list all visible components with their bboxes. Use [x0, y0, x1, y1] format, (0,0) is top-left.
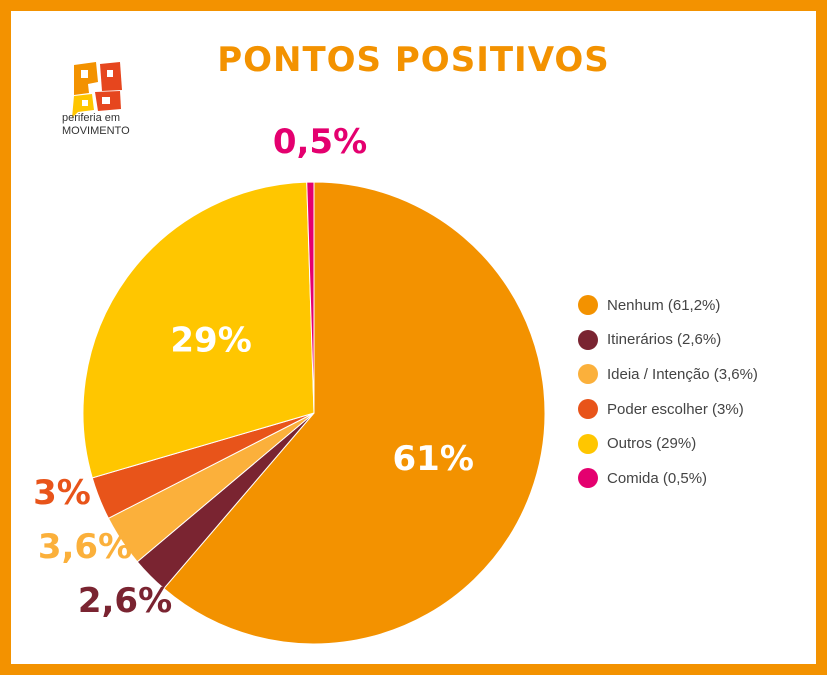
slice-label-1: 2,6% [78, 581, 172, 621]
pie-labels: 61% 2,6% 3,6% 3% 29% 0,5% [33, 122, 474, 621]
slice-label-3: 3% [33, 473, 91, 513]
legend-item-0: Nenhum (61,2%) [578, 288, 758, 323]
slice-label-4: 29% [170, 320, 251, 360]
chart-title: PONTOS POSITIVOS [217, 40, 610, 80]
brand-logo-icon [72, 62, 122, 118]
pie-slice-4 [82, 181, 315, 479]
legend-label-2: Ideia / Intenção (3,6%) [607, 365, 758, 383]
legend-swatch-4 [578, 433, 598, 454]
legend-swatch-3 [578, 399, 598, 420]
slice-label-2: 3,6% [38, 527, 132, 567]
brand-line-1: periferia em [62, 112, 121, 124]
legend-label-5: Comida (0,5%) [607, 469, 708, 487]
legend-swatch-2 [578, 364, 598, 385]
legend-item-4: Outros (29%) [578, 426, 758, 461]
pie-slice-5 [306, 181, 315, 414]
legend-label-1: Itinerários (2,6%) [607, 331, 722, 349]
pie-slice-0 [163, 181, 546, 645]
brand-line-2: MOVIMENTO [62, 125, 130, 137]
legend-swatch-5 [578, 468, 598, 489]
legend-swatch-0 [578, 295, 598, 316]
legend-item-3: Poder escolher (3%) [578, 392, 758, 427]
slice-label-0: 61% [393, 439, 474, 479]
legend-label-3: Poder escolher (3%) [607, 400, 744, 418]
legend-item-1: Itinerários (2,6%) [578, 323, 758, 358]
pie-slices [82, 181, 546, 645]
chart-legend: Nenhum (61,2%) Itinerários (2,6%) Ideia / … [578, 288, 758, 496]
legend-label-0: Nenhum (61,2%) [607, 296, 721, 314]
slice-label-5: 0,5% [273, 122, 367, 162]
legend-item-2: Ideia / Intenção (3,6%) [578, 357, 758, 392]
legend-swatch-1 [578, 329, 598, 350]
legend-label-4: Outros (29%) [607, 435, 697, 453]
brand-name: periferia em MOVIMENTO [62, 112, 152, 138]
legend-item-5: Comida (0,5%) [578, 461, 758, 496]
